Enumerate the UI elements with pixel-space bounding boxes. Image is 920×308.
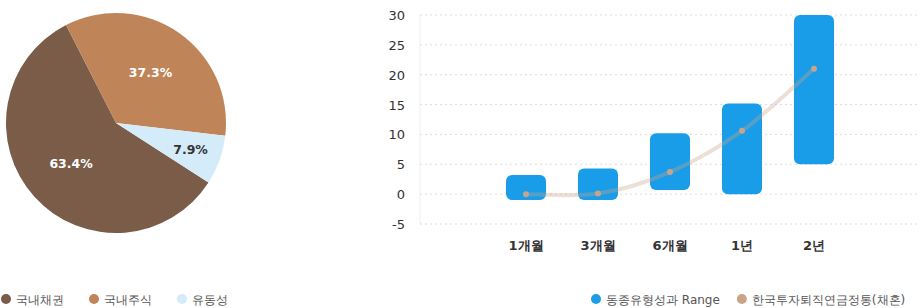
grid-line — [420, 224, 920, 225]
y-tick-label: 20 — [388, 68, 405, 83]
x-tick-label: 3개월 — [580, 238, 615, 253]
x-tick-label: 6개월 — [652, 238, 687, 253]
line-point — [667, 169, 673, 175]
line-point — [523, 191, 529, 197]
x-tick-label: 2년 — [803, 238, 825, 253]
y-tick-label: 30 — [388, 8, 405, 23]
legend-swatch — [1, 294, 11, 304]
x-tick-label: 1개월 — [508, 238, 543, 253]
data-label: 63.4% — [49, 156, 93, 171]
grid-line — [420, 104, 920, 105]
legend-swatch — [737, 294, 747, 304]
range-bar — [722, 103, 762, 194]
grid-line — [420, 15, 920, 16]
legend-swatch — [177, 294, 187, 304]
y-tick-label: -5 — [392, 217, 405, 232]
y-tick-label: 25 — [388, 38, 405, 53]
data-label: 37.3% — [129, 65, 173, 80]
grid-line — [420, 44, 920, 45]
legend-swatch — [591, 294, 601, 304]
plot-area — [506, 15, 834, 200]
y-tick-label: 0 — [397, 187, 405, 202]
legend-label: 한국투자퇴직연금정통(채혼) — [752, 293, 905, 307]
legend-label: 동종유형성과 Range — [606, 293, 720, 307]
legend-label: 국내주식 — [104, 293, 152, 307]
grid-line — [420, 194, 920, 195]
axis-line — [420, 15, 421, 224]
legend-label: 유동성 — [192, 293, 228, 307]
pie — [6, 13, 226, 233]
range-bar — [650, 133, 690, 190]
y-tick-label: 10 — [388, 127, 405, 142]
line — [526, 69, 814, 196]
grid-line — [420, 74, 920, 75]
y-tick-label: 5 — [397, 157, 405, 172]
x-tick-label: 1년 — [731, 238, 753, 253]
line-point — [739, 128, 745, 134]
data-label: 7.9% — [173, 142, 208, 157]
range-bar — [794, 15, 834, 164]
legend-label: 국내채권 — [16, 293, 64, 307]
pie-slice — [116, 123, 225, 183]
chart-root: 63.4% 37.3% 7.9% 국내채권 국내주식 유동성 -5 0 5 10 15 20 25 30 1… — [0, 0, 920, 308]
pie-slice — [66, 13, 226, 136]
line-point — [595, 191, 601, 197]
legend-swatch — [89, 294, 99, 304]
line-point — [811, 66, 817, 72]
y-tick-label: 15 — [388, 98, 405, 113]
